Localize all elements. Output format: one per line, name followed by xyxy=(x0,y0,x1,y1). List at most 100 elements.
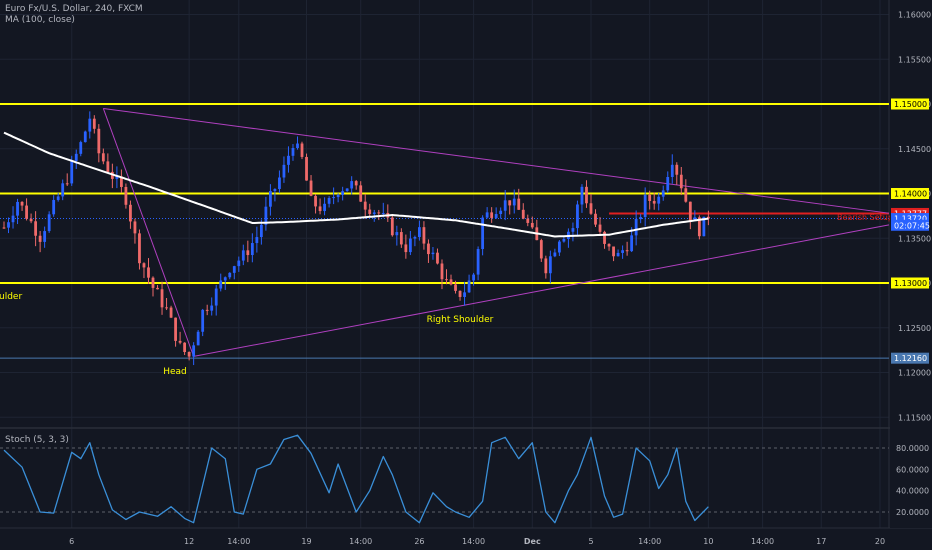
triangle-pattern[interactable] xyxy=(102,107,890,357)
candle-body xyxy=(142,263,146,268)
candle-body xyxy=(147,267,150,278)
candle-body xyxy=(467,280,471,293)
triangle-upper-line[interactable] xyxy=(103,107,890,214)
candle-body xyxy=(34,221,38,236)
price-badge[interactable] xyxy=(891,219,929,231)
price-tick-label: 1.15500 xyxy=(898,55,931,64)
candle-body xyxy=(291,148,295,156)
candle-body xyxy=(612,246,615,257)
candle-body xyxy=(607,243,611,247)
candle-body xyxy=(476,249,480,275)
candle-body xyxy=(639,217,643,220)
stoch-line xyxy=(3,434,709,524)
candle-body xyxy=(422,227,426,244)
pattern-annotations: ulder Head Right Shoulder Bearish Setup xyxy=(0,213,893,377)
candle-body xyxy=(219,280,223,289)
stoch-tick-label: 80.0000 xyxy=(896,444,929,453)
candle-body xyxy=(562,239,566,242)
candle-body xyxy=(106,161,110,172)
price-tick-label: 1.13500 xyxy=(898,234,931,243)
candle-body xyxy=(192,345,196,357)
candle-body xyxy=(449,279,453,285)
candle-body xyxy=(485,212,489,218)
candle-body xyxy=(52,199,56,215)
candle-body xyxy=(300,143,304,157)
price-badge[interactable] xyxy=(891,277,929,289)
candle-body xyxy=(675,164,679,175)
candle-body xyxy=(481,217,485,250)
candle-body xyxy=(278,177,281,189)
right-shoulder-label: Right Shoulder xyxy=(427,315,494,325)
candle-body xyxy=(2,227,6,229)
candle-body xyxy=(56,196,60,200)
candle-body xyxy=(512,198,516,206)
candle-body xyxy=(79,142,83,154)
candle-body xyxy=(332,197,336,199)
price-axis[interactable]: 1.16000 1.15500 1.15000 1.14500 1.14000 1.135… xyxy=(890,0,932,528)
candle-body xyxy=(7,222,10,228)
time-tick-label: 14:00 xyxy=(227,537,250,546)
candle-body xyxy=(314,195,317,207)
candle-body xyxy=(377,212,381,214)
candle-body xyxy=(101,153,105,162)
price-badge-label: 1.12160 xyxy=(894,354,927,363)
candle-body xyxy=(381,213,385,215)
candle-body xyxy=(305,156,308,181)
candle-body xyxy=(530,222,534,228)
stoch-legend: Stoch (5, 3, 3) xyxy=(5,435,69,445)
ma-legend: MA (100, close) xyxy=(5,15,75,25)
candle-body xyxy=(16,201,19,216)
candle-body xyxy=(88,118,92,132)
candle-body xyxy=(557,241,561,253)
price-badge[interactable] xyxy=(891,188,929,199)
candle-body xyxy=(688,201,692,222)
candle-body xyxy=(138,233,141,264)
candle-body xyxy=(47,214,51,232)
candle-body xyxy=(169,307,173,318)
candle-body xyxy=(354,181,358,186)
candle-body xyxy=(196,331,200,346)
candle-body xyxy=(345,188,349,192)
time-tick-label: 14:00 xyxy=(349,537,372,546)
time-axis[interactable]: 6 12 14:00 19 14:00 26 14:00 Dec 5 14:00 10 14:00 17… xyxy=(69,537,885,546)
candle-body xyxy=(11,215,15,223)
triangle-lower-line[interactable] xyxy=(193,224,890,357)
head-label: Head xyxy=(163,367,187,377)
candle-body xyxy=(418,227,421,238)
candle-body xyxy=(264,206,268,225)
time-tick-label: 14:00 xyxy=(751,537,774,546)
price-badge[interactable] xyxy=(891,213,929,225)
candle-body xyxy=(323,203,326,212)
candle-body xyxy=(472,274,475,281)
price-badge[interactable] xyxy=(891,98,929,110)
candle-body xyxy=(445,279,448,281)
candle-body xyxy=(20,201,24,206)
candle-body xyxy=(187,352,191,357)
stoch-tick-label: 40.0000 xyxy=(896,487,929,496)
candle-body xyxy=(670,164,674,177)
candle-body xyxy=(666,176,670,191)
price-badge[interactable] xyxy=(891,352,929,364)
candle-body xyxy=(643,194,647,218)
candle-body xyxy=(634,219,638,236)
triangle-left-side[interactable] xyxy=(102,108,195,357)
candle-body xyxy=(223,277,227,281)
candle-body xyxy=(38,235,42,242)
ma-line xyxy=(3,131,709,238)
candle-body xyxy=(341,191,345,195)
candle-body xyxy=(589,203,593,214)
candle-body xyxy=(679,174,683,189)
price-badge-label: 1.14000 xyxy=(894,190,927,199)
price-tick-label: 1.16000 xyxy=(898,11,931,20)
candle-body xyxy=(124,186,128,205)
candle-body xyxy=(359,185,363,202)
candle-body xyxy=(616,252,620,257)
candle-body xyxy=(246,250,250,256)
candle-body xyxy=(440,263,444,280)
candle-body xyxy=(350,181,354,189)
candle-body xyxy=(454,284,457,291)
candle-body xyxy=(65,183,69,185)
time-tick-label: 6 xyxy=(69,537,74,546)
